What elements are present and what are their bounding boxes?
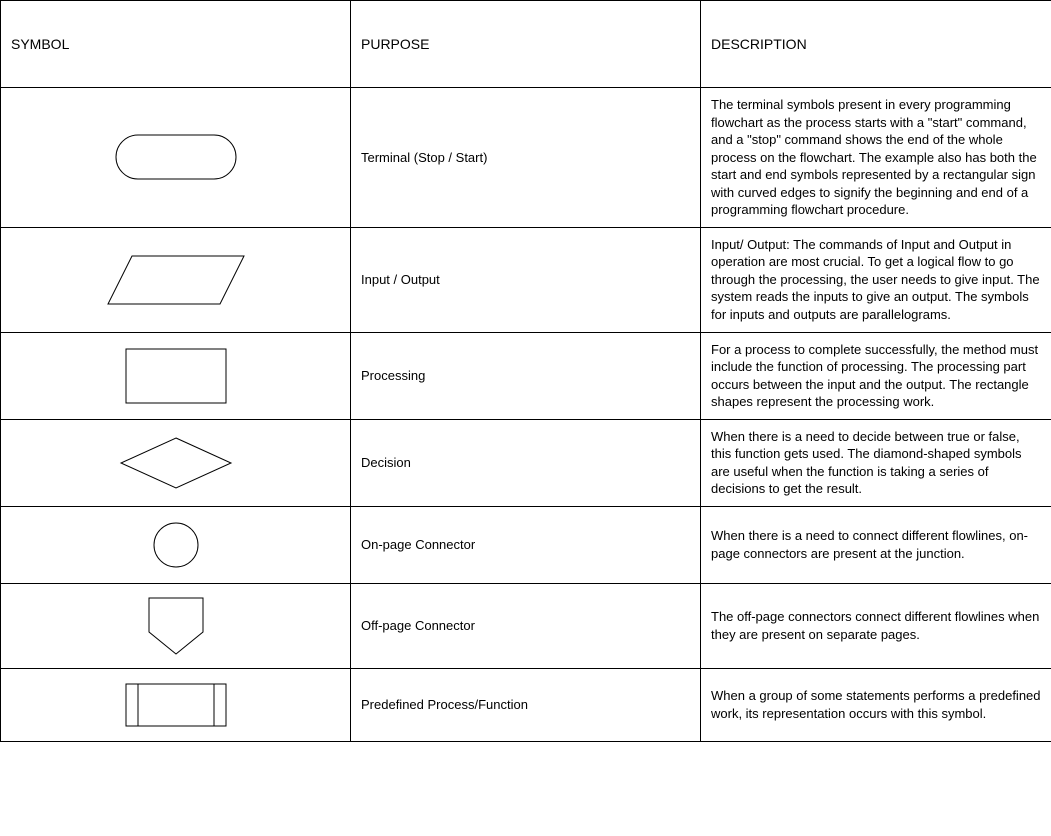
purpose-cell: Decision (351, 419, 701, 506)
table-header-row: SYMBOL PURPOSE DESCRIPTION (1, 1, 1051, 88)
description-cell: When a group of some statements performs… (701, 668, 1051, 741)
input-output-icon (96, 248, 256, 312)
process-icon (116, 341, 236, 411)
symbol-cell-predefined (1, 668, 351, 741)
description-cell: For a process to complete successfully, … (701, 332, 1051, 419)
purpose-cell: Off-page Connector (351, 583, 701, 668)
on-page-connector-icon (146, 515, 206, 575)
table-row: Processing For a process to complete suc… (1, 332, 1051, 419)
purpose-cell: On-page Connector (351, 506, 701, 583)
symbol-cell-terminal (1, 88, 351, 228)
table-row: Input / Output Input/ Output: The comman… (1, 227, 1051, 332)
symbol-cell-process (1, 332, 351, 419)
description-cell: Input/ Output: The commands of Input and… (701, 227, 1051, 332)
description-cell: When there is a need to decide between t… (701, 419, 1051, 506)
column-header-purpose: PURPOSE (351, 1, 701, 88)
column-header-symbol: SYMBOL (1, 1, 351, 88)
description-cell: The off-page connectors connect differen… (701, 583, 1051, 668)
terminal-icon (106, 127, 246, 187)
table-row: Off-page Connector The off-page connecto… (1, 583, 1051, 668)
decision-icon (111, 431, 241, 495)
purpose-cell: Processing (351, 332, 701, 419)
column-header-description: DESCRIPTION (701, 1, 1051, 88)
symbol-cell-onpage (1, 506, 351, 583)
symbol-cell-offpage (1, 583, 351, 668)
predefined-process-icon (116, 677, 236, 733)
off-page-connector-icon (141, 592, 211, 660)
description-cell: The terminal symbols present in every pr… (701, 88, 1051, 228)
description-cell: When there is a need to connect differen… (701, 506, 1051, 583)
table-row: Predefined Process/Function When a group… (1, 668, 1051, 741)
purpose-cell: Terminal (Stop / Start) (351, 88, 701, 228)
symbol-cell-io (1, 227, 351, 332)
purpose-cell: Input / Output (351, 227, 701, 332)
table-row: Decision When there is a need to decide … (1, 419, 1051, 506)
symbol-cell-decision (1, 419, 351, 506)
purpose-cell: Predefined Process/Function (351, 668, 701, 741)
flowchart-symbols-table: SYMBOL PURPOSE DESCRIPTION Terminal (Sto… (0, 0, 1051, 742)
table-row: On-page Connector When there is a need t… (1, 506, 1051, 583)
table-row: Terminal (Stop / Start) The terminal sym… (1, 88, 1051, 228)
